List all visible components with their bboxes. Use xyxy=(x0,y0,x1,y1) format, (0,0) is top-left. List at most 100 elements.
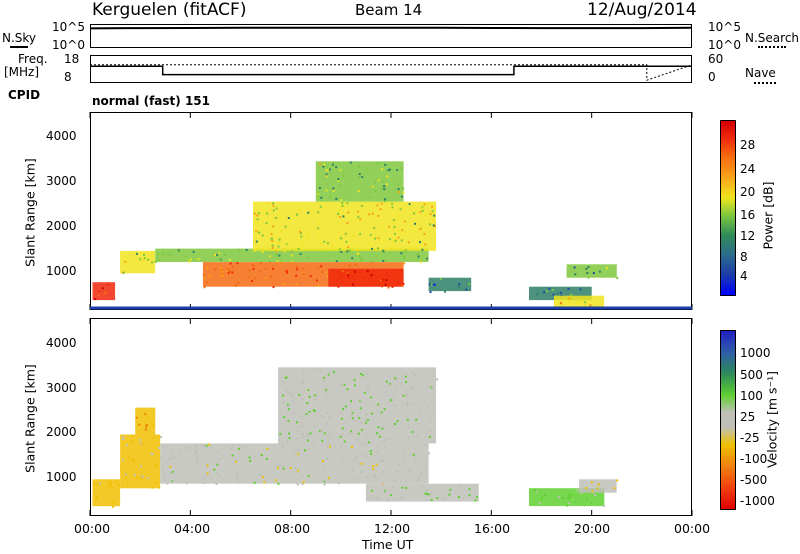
velocity-speckle xyxy=(193,480,196,483)
velocity-speckle xyxy=(377,426,380,429)
power-speckle xyxy=(409,246,412,249)
velocity-speckle xyxy=(413,420,416,422)
velocity-speckle xyxy=(314,368,317,371)
velocity-speckle xyxy=(339,411,342,414)
power-speckle xyxy=(543,291,546,294)
velocity-speckle xyxy=(355,420,358,423)
velocity-speckle xyxy=(405,390,408,392)
power-speckle xyxy=(341,270,344,273)
power-speckle xyxy=(342,215,345,218)
velocity-speckle xyxy=(396,420,399,422)
velocity-speckle xyxy=(108,480,111,483)
velocity-speckle xyxy=(122,459,124,462)
velocity-ytick-4000: 4000 xyxy=(46,336,77,350)
power-speckle xyxy=(433,214,436,217)
velocity-speckle xyxy=(424,492,427,495)
power-speckle xyxy=(347,211,350,214)
velocity-speckle xyxy=(288,437,291,440)
velocity-region xyxy=(135,407,156,435)
power-speckle xyxy=(389,168,391,171)
velocity-speckle xyxy=(360,462,363,465)
velocity-speckle xyxy=(326,445,329,448)
velocity-speckle xyxy=(286,403,289,406)
velocity-speckle xyxy=(409,445,412,448)
power-speckle xyxy=(107,283,110,286)
velocity-speckle xyxy=(301,436,304,439)
velocity-speckle xyxy=(377,403,380,406)
velocity-speckle xyxy=(346,388,349,391)
velocity-speckle xyxy=(395,379,398,381)
velocity-speckle xyxy=(413,435,416,438)
power-speckle xyxy=(339,168,342,171)
power-speckle xyxy=(360,259,363,262)
velocity-cbar-tick-minus100: -100 xyxy=(740,452,768,466)
velocity-cbar-tick-25: 25 xyxy=(740,410,756,424)
power-cbar-tick-20: 20 xyxy=(740,185,756,199)
velocity-cbar-tick-1000: 1000 xyxy=(740,346,771,360)
power-speckle xyxy=(325,169,328,172)
power-speckle xyxy=(203,277,206,280)
power-speckle xyxy=(376,204,379,207)
velocity-speckle xyxy=(157,486,160,489)
velocity-speckle xyxy=(393,479,396,482)
velocity-speckle xyxy=(426,488,429,491)
velocity-speckle xyxy=(419,414,422,417)
power-speckle xyxy=(335,166,338,169)
velocity-speckle xyxy=(215,483,218,485)
power-speckle xyxy=(335,198,338,200)
nsearch-tick-top: 10^5 xyxy=(708,20,741,34)
velocity-speckle xyxy=(374,480,377,483)
power-speckle xyxy=(536,293,539,296)
power-speckle xyxy=(356,210,359,213)
velocity-speckle xyxy=(266,447,269,450)
velocity-region xyxy=(92,479,121,507)
power-speckle xyxy=(386,175,389,178)
power-speckle xyxy=(347,246,350,249)
velocity-speckle xyxy=(282,394,284,397)
power-speckle xyxy=(407,241,410,244)
power-speckle xyxy=(318,187,321,189)
power-speckle xyxy=(592,272,595,275)
power-speckle xyxy=(337,285,340,288)
velocity-speckle xyxy=(206,464,209,467)
power-speckle xyxy=(317,211,320,214)
power-speckle xyxy=(218,258,221,261)
power-speckle xyxy=(354,263,357,266)
velocity-speckle xyxy=(351,417,354,420)
power-speckle xyxy=(276,260,279,263)
velocity-speckle xyxy=(382,460,385,463)
power-speckle xyxy=(325,175,328,178)
power-speckle xyxy=(349,264,351,267)
power-speckle xyxy=(352,234,355,237)
power-speckle xyxy=(317,267,320,270)
velocity-speckle xyxy=(561,497,564,499)
velocity-speckle xyxy=(307,475,310,477)
velocity-speckle xyxy=(349,460,352,462)
power-speckle xyxy=(404,249,407,252)
velocity-speckle xyxy=(174,463,177,466)
power-speckle xyxy=(428,283,431,286)
power-speckle xyxy=(399,208,402,211)
velocity-speckle xyxy=(373,474,376,477)
power-speckle xyxy=(328,168,331,171)
velocity-speckle xyxy=(112,505,115,508)
velocity-speckle xyxy=(351,411,354,414)
velocity-speckle xyxy=(408,436,410,439)
velocity-speckle xyxy=(163,479,166,481)
velocity-speckle xyxy=(406,404,409,406)
power-speckle xyxy=(134,266,137,269)
power-region xyxy=(92,282,116,301)
velocity-speckle xyxy=(323,376,326,379)
velocity-speckle xyxy=(196,457,199,460)
velocity-speckle xyxy=(394,423,397,425)
power-speckle xyxy=(214,253,216,256)
power-speckle xyxy=(277,241,280,244)
velocity-speckle xyxy=(348,451,351,454)
velocity-speckle xyxy=(572,493,575,496)
power-speckle xyxy=(306,232,309,235)
power-region xyxy=(120,250,156,274)
power-speckle xyxy=(299,252,302,255)
velocity-speckle xyxy=(300,474,303,477)
power-speckle xyxy=(358,173,361,176)
velocity-speckle xyxy=(109,484,111,487)
